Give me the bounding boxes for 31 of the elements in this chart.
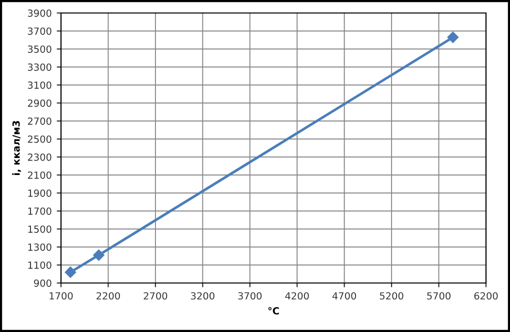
x-tick-label: 6200 [474, 292, 498, 300]
y-tick-label: 900 [34, 279, 52, 287]
y-tick-label: 3300 [28, 63, 52, 71]
y-tick-label: 2100 [28, 171, 52, 179]
y-tick-label: 2500 [28, 135, 52, 143]
y-tick-label: 2300 [28, 153, 52, 161]
point [64, 266, 76, 278]
y-tick-label: 2700 [28, 117, 52, 125]
y-tick-label: 2900 [28, 99, 52, 107]
x-tick-label: 2200 [96, 292, 120, 300]
y-axis-title: i, ккал/м3 [12, 121, 22, 175]
y-tick-label: 3500 [28, 45, 52, 53]
y-tick-label: 3900 [28, 9, 52, 17]
y-tick-label: 1700 [28, 207, 52, 215]
x-tick-label: 2700 [144, 292, 168, 300]
point [447, 32, 459, 43]
y-tick-label: 1900 [28, 189, 52, 197]
x-axis-title: °C [268, 307, 279, 315]
x-tick-label: 5200 [380, 292, 404, 300]
y-tick-label: 1100 [28, 261, 52, 269]
x-tick-label: 4200 [285, 292, 309, 300]
x-tick-label: 4700 [332, 292, 356, 300]
y-tick-label: 1500 [28, 225, 52, 233]
point [93, 249, 104, 261]
y-tick-label: 3700 [28, 27, 52, 35]
x-tick-label: 3700 [238, 292, 262, 300]
y-tick-label: 1300 [28, 243, 52, 251]
x-tick-label: 3200 [191, 292, 214, 300]
x-tick-label: 1700 [50, 292, 73, 300]
y-tick-label: 3100 [28, 81, 52, 89]
x-tick-label: 5700 [427, 292, 451, 300]
